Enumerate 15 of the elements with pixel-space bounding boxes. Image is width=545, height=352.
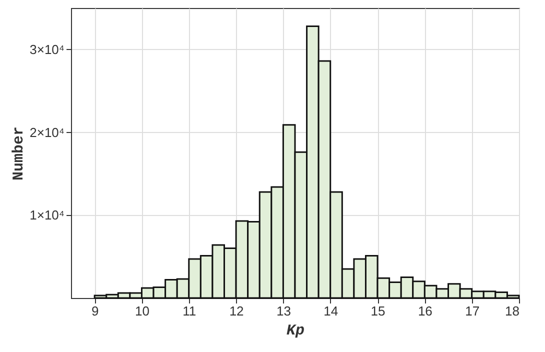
x-tick-label: 16: [418, 304, 432, 318]
x-tick-label: 10: [135, 304, 150, 318]
x-tick-label: 17: [465, 304, 480, 318]
x-tick-label: 15: [370, 304, 386, 318]
y-tick-label: 3×10⁴: [30, 42, 64, 57]
x-axis-title: Kp: [286, 322, 305, 340]
y-tick-label: 2×10⁴: [30, 124, 64, 140]
x-tick-label: 14: [324, 304, 338, 318]
x-tick-label: 9: [91, 304, 99, 318]
x-tick-label: 18: [505, 304, 520, 318]
x-tick-label: 13: [276, 304, 291, 318]
x-tick-label: 12: [229, 304, 244, 318]
x-tick-label: 11: [182, 304, 196, 318]
y-axis-title: Number: [10, 126, 28, 181]
y-tick-label: 1×10⁴: [30, 208, 64, 223]
